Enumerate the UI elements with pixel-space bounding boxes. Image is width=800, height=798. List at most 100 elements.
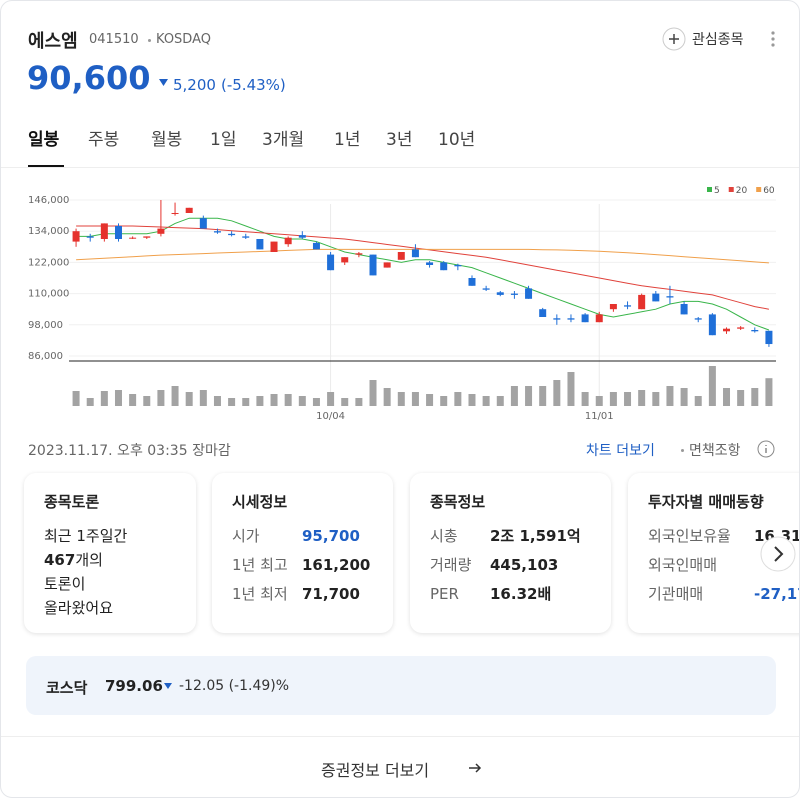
row-value: 95,700 [302, 527, 360, 545]
candle-body [312, 242, 320, 250]
volume-bar [737, 390, 745, 406]
y-tick-label: 86,000 [28, 351, 63, 362]
card-title: 시세정보 [232, 493, 288, 511]
tab[interactable]: 3개월 [262, 130, 305, 150]
candle-body [666, 296, 674, 298]
volume-bar [312, 398, 320, 406]
volume-bar [581, 392, 589, 406]
candle-body [86, 236, 94, 238]
info-card[interactable]: 시세정보 시가 95,700 1년 최고 161,200 1년 최저 71,700 [212, 473, 393, 633]
card-title: 종목토론 [44, 493, 100, 511]
candle-body [525, 288, 533, 299]
tab[interactable]: 10년 [438, 130, 476, 150]
row-value: 161,200 [302, 556, 371, 574]
separator-dot [148, 39, 151, 42]
volume-bar [723, 388, 731, 406]
info-icon[interactable] [757, 440, 775, 458]
card-text: 개의 [75, 551, 103, 569]
volume-bar [143, 396, 151, 406]
card-row: 시총 2조 1,591억 [430, 525, 581, 546]
volume-bar [468, 394, 476, 406]
row-key: 외국인보유율 [648, 527, 731, 545]
candle-body [242, 236, 250, 238]
tab-underline [28, 165, 64, 167]
row-key: 외국인매매 [648, 556, 718, 574]
volume-bar [666, 386, 674, 406]
card-title: 투자자별 매매동향 [648, 493, 764, 511]
candle-body [383, 262, 391, 268]
volume-bar [510, 386, 518, 406]
candle-body [652, 293, 660, 302]
candle-body [609, 304, 617, 310]
volume-bar [567, 372, 575, 406]
row-key: 1년 최저 [232, 585, 288, 603]
next-button[interactable] [759, 535, 797, 573]
candle-body [708, 314, 716, 336]
info-card[interactable]: 종목정보 시총 2조 1,591억 거래량 445,103 PER 16.32배 [410, 473, 611, 633]
moving-average-line [76, 217, 770, 331]
index-value: 799.06 [105, 677, 163, 695]
tab[interactable]: 1년 [334, 130, 361, 150]
volume-bar [638, 390, 646, 406]
card-text: 올라왔어요 [44, 599, 114, 617]
card-title: 종목정보 [430, 493, 486, 511]
volume-bar [440, 396, 448, 406]
card-row: 거래량 445,103 [430, 554, 558, 575]
volume-bar [327, 392, 335, 406]
candle-body [284, 237, 292, 245]
volume-bar [680, 388, 688, 406]
candle-body [510, 293, 518, 295]
discussion-card[interactable]: 종목토론 최근 1주일간 467개의 토론이 올라왔어요 [24, 473, 196, 633]
candle-body [553, 318, 561, 320]
tab[interactable]: 3년 [386, 130, 413, 150]
disclaimer-link[interactable]: 면책조항 [689, 443, 741, 459]
volume-bar [228, 398, 236, 406]
candle-body [482, 288, 490, 290]
volume-bar [369, 380, 377, 406]
volume-bar [411, 392, 419, 406]
candle-body [298, 235, 306, 238]
chart-more-link[interactable]: 차트 더보기 [586, 443, 655, 459]
row-value: 71,700 [302, 585, 360, 603]
card-row: 시가 95,700 [232, 525, 360, 546]
add-icon[interactable] [662, 27, 686, 51]
volume-bar [100, 391, 108, 406]
candle-body [228, 233, 236, 236]
discussion-count: 467 [44, 551, 76, 569]
footer-link[interactable]: 증권정보 더보기 [321, 761, 430, 780]
x-tick-label: 11/01 [585, 411, 614, 422]
more-menu[interactable] [769, 29, 777, 49]
row-key: PER [430, 585, 459, 603]
tab[interactable]: 월봉 [151, 130, 183, 150]
volume-bar [171, 386, 179, 406]
candle-body [454, 265, 462, 267]
legend-label: 5 [714, 186, 720, 196]
arrow-icon [469, 763, 482, 773]
volume-bar [595, 396, 603, 406]
volume-bar [609, 392, 617, 406]
candle-body [143, 236, 151, 238]
candle-body [440, 262, 448, 271]
volume-bar [114, 390, 122, 406]
candle-body [624, 305, 632, 307]
index-box[interactable] [26, 656, 776, 715]
row-value: -27,17 [754, 585, 799, 603]
volume-bar [185, 392, 193, 406]
tab[interactable]: 주봉 [88, 130, 120, 150]
tab[interactable]: 1일 [210, 130, 237, 150]
volume-bar [708, 366, 716, 406]
candle-body [199, 218, 207, 229]
volume-bar [426, 394, 434, 406]
candle-body [185, 207, 193, 213]
market: KOSDAQ [156, 32, 211, 47]
candle-body [114, 226, 122, 239]
moving-average-line [76, 248, 769, 264]
candle-body [369, 254, 377, 276]
tab-divider [1, 167, 799, 168]
candle-body [694, 318, 702, 320]
tab[interactable]: 일봉 [28, 130, 60, 150]
card-text: 최근 1주일간 [44, 527, 128, 545]
watch-button[interactable]: 관심종목 [692, 32, 744, 48]
